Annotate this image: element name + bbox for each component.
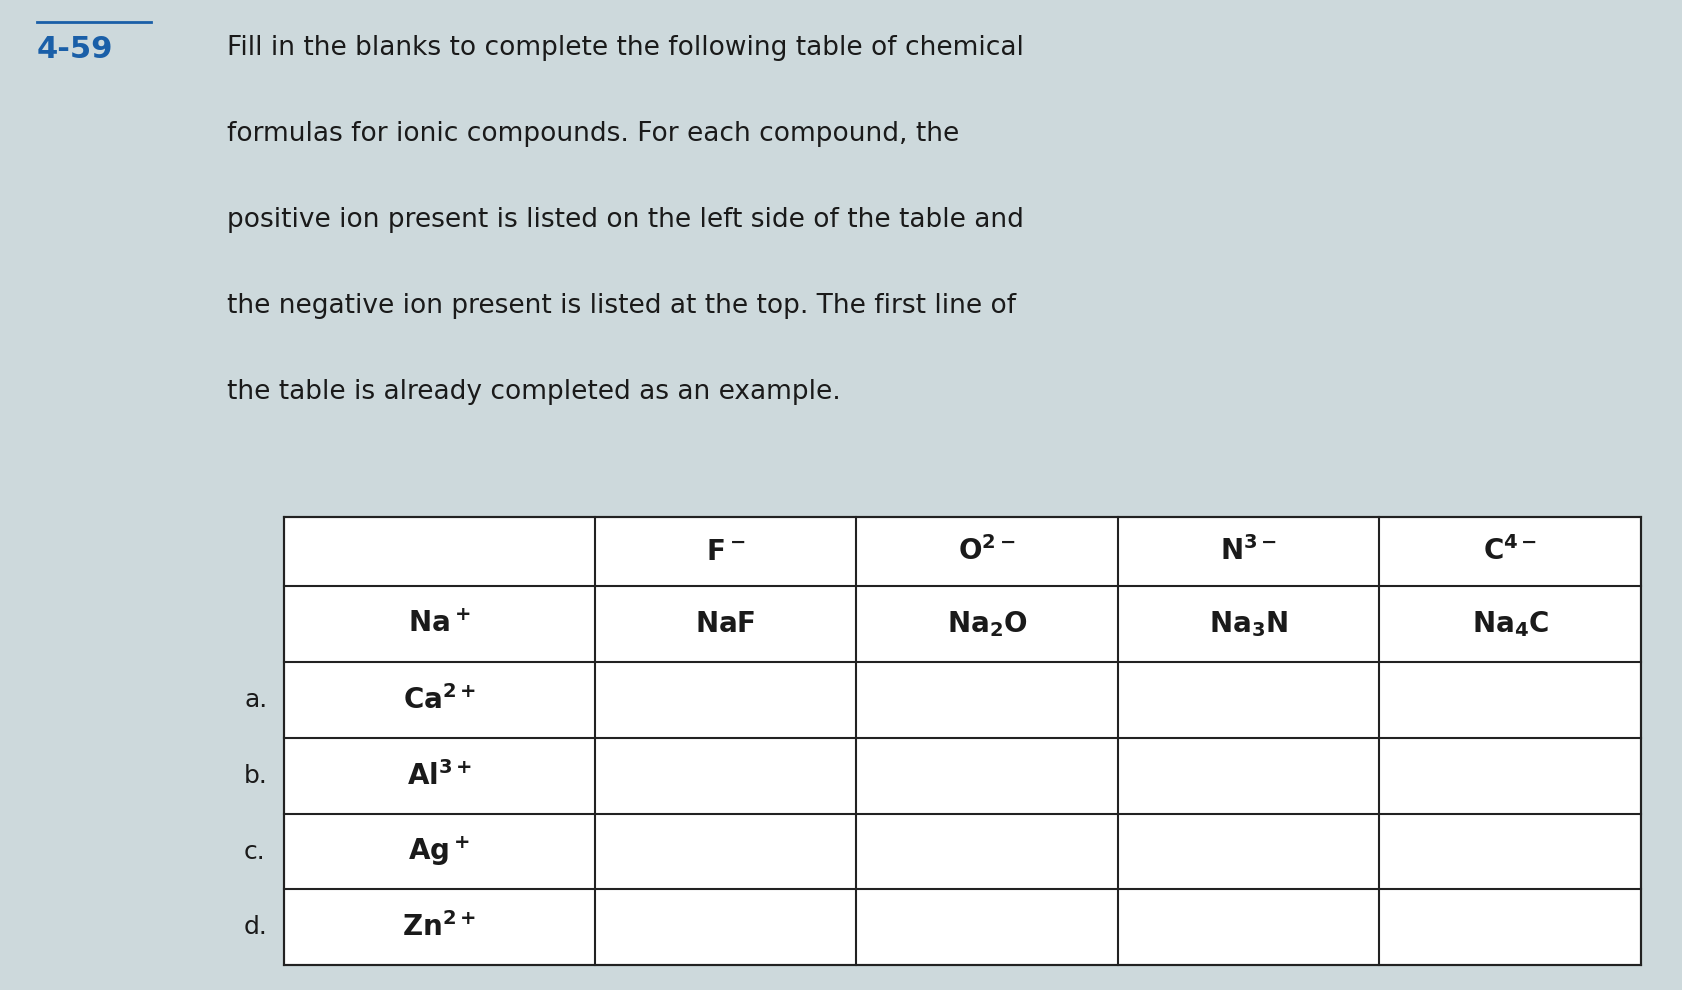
Text: $\mathbf{C^{4-}}$: $\mathbf{C^{4-}}$ bbox=[1482, 537, 1536, 566]
Text: formulas for ionic compounds. For each compound, the: formulas for ionic compounds. For each c… bbox=[227, 121, 959, 147]
Text: $\mathbf{Na_2O}$: $\mathbf{Na_2O}$ bbox=[947, 609, 1026, 640]
Text: $\mathbf{F^-}$: $\mathbf{F^-}$ bbox=[705, 538, 745, 565]
Text: $\mathbf{O^{2-}}$: $\mathbf{O^{2-}}$ bbox=[957, 537, 1016, 566]
Text: $\mathbf{Na_3N}$: $\mathbf{Na_3N}$ bbox=[1208, 609, 1287, 640]
Text: $\mathbf{N^{3-}}$: $\mathbf{N^{3-}}$ bbox=[1219, 537, 1277, 566]
Text: Fill in the blanks to complete the following table of chemical: Fill in the blanks to complete the follo… bbox=[227, 35, 1023, 60]
Text: $\mathbf{Al^{3+}}$: $\mathbf{Al^{3+}}$ bbox=[407, 761, 471, 791]
Text: the table is already completed as an example.: the table is already completed as an exa… bbox=[227, 379, 841, 405]
Text: $\mathbf{NaF}$: $\mathbf{NaF}$ bbox=[695, 610, 755, 639]
Text: positive ion present is listed on the left side of the table and: positive ion present is listed on the le… bbox=[227, 207, 1023, 233]
Text: $\mathbf{Ag^+}$: $\mathbf{Ag^+}$ bbox=[409, 835, 469, 868]
Text: a.: a. bbox=[244, 688, 267, 712]
Text: b.: b. bbox=[244, 763, 267, 788]
Text: $\mathbf{Na_4C}$: $\mathbf{Na_4C}$ bbox=[1470, 609, 1547, 640]
Text: $\mathbf{Ca^{2+}}$: $\mathbf{Ca^{2+}}$ bbox=[402, 685, 476, 715]
Text: c.: c. bbox=[244, 840, 266, 863]
Text: 4-59: 4-59 bbox=[37, 35, 113, 63]
Text: $\mathbf{Zn^{2+}}$: $\mathbf{Zn^{2+}}$ bbox=[402, 913, 476, 942]
Text: the negative ion present is listed at the top. The first line of: the negative ion present is listed at th… bbox=[227, 293, 1016, 319]
Text: d.: d. bbox=[244, 916, 267, 940]
Text: $\mathbf{Na^+}$: $\mathbf{Na^+}$ bbox=[407, 610, 471, 639]
